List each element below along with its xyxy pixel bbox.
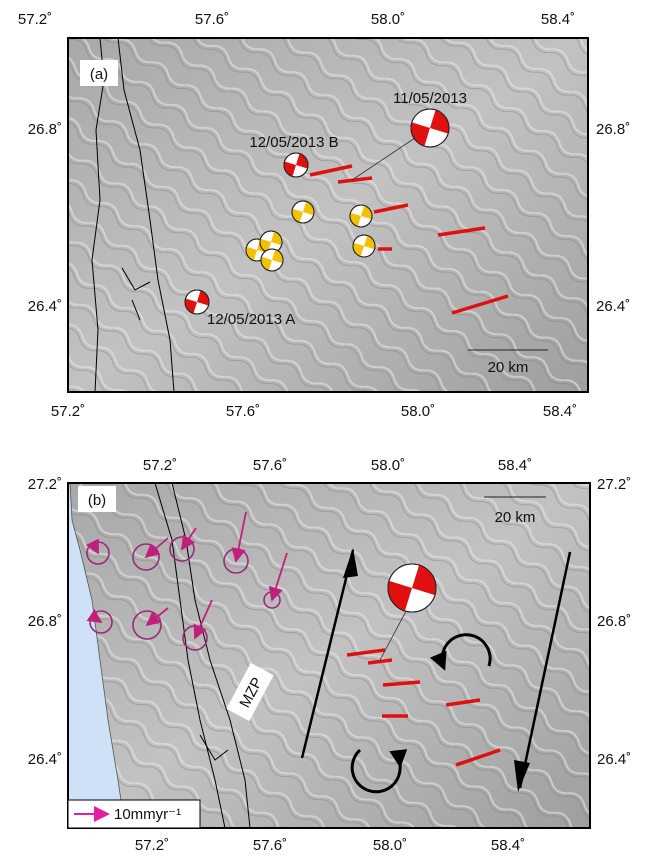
event-label: 12/05/2013 B	[249, 134, 338, 151]
x-tick-label: 57.6˚	[253, 457, 287, 474]
focal-mechanism	[185, 290, 209, 314]
x-tick-label: 57.2˚	[51, 403, 85, 420]
y-tick-label: 26.8˚	[596, 121, 630, 138]
focal-mechanism	[353, 235, 375, 257]
panel-label: (a)	[90, 66, 108, 83]
x-tick-label: 57.6˚	[253, 837, 287, 854]
scale-label: 20 km	[495, 509, 536, 526]
figure: (a) 20 km 57.2˚ 57.2˚ 57.6˚ 57.6˚ 58.0˚ 58.0˚…	[0, 0, 646, 858]
x-tick-label: 58.4˚	[491, 837, 525, 854]
focal-mechanism	[292, 201, 314, 223]
x-tick-label: 57.2˚	[135, 837, 169, 854]
focal-mechanism	[350, 205, 372, 227]
event-label: 12/05/2013 A	[207, 311, 295, 328]
focal-mechanism	[411, 109, 449, 147]
y-tick-label: 26.4˚	[28, 298, 62, 315]
x-tick-label: 58.0˚	[401, 403, 435, 420]
legend-label: 10mmyr⁻¹	[114, 806, 181, 823]
focal-mechanism	[284, 153, 308, 177]
relief-texture	[68, 38, 588, 392]
event-label: 11/05/2013	[393, 90, 467, 107]
panel-b: (b) 20 km MZP 10mmyr⁻¹ 57.2˚57.2˚57.6˚57…	[28, 457, 631, 854]
y-tick-label: 26.8˚	[28, 613, 62, 630]
x-tick-label: 57.6˚	[226, 403, 260, 420]
focal-mechanism	[388, 564, 436, 612]
scale-label: 20 km	[488, 359, 529, 376]
x-tick-label: 58.0˚	[371, 457, 405, 474]
y-tick-label: 26.8˚	[597, 613, 631, 630]
x-tick-label: 58.0˚	[371, 11, 405, 28]
focal-mechanism	[261, 249, 283, 271]
relief-texture	[68, 483, 590, 828]
panel-label: (b)	[88, 492, 106, 509]
y-tick-label: 26.4˚	[597, 751, 631, 768]
x-tick-label: 58.0˚	[373, 837, 407, 854]
y-tick-label: 27.2˚	[28, 476, 62, 493]
x-tick-label: 58.4˚	[498, 457, 532, 474]
x-tick-label: 58.4˚	[543, 403, 577, 420]
y-tick-label: 26.8˚	[28, 121, 62, 138]
y-tick-label: 26.4˚	[28, 751, 62, 768]
panel-a: (a) 20 km 57.2˚ 57.2˚ 57.6˚ 57.6˚ 58.0˚ 58.0˚…	[18, 11, 630, 420]
y-tick-label: 26.4˚	[596, 298, 630, 315]
x-tick-label: 57.6˚	[195, 11, 229, 28]
x-tick-label: 57.2˚	[18, 11, 52, 28]
x-tick-label: 57.2˚	[143, 457, 177, 474]
y-tick-label: 27.2˚	[597, 476, 631, 493]
x-tick-label: 58.4˚	[541, 11, 575, 28]
